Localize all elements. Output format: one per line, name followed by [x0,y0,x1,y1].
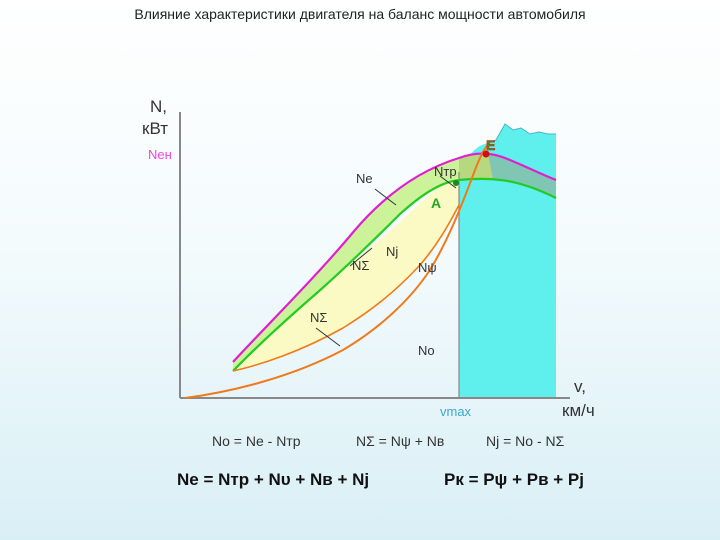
x-axis-label-v: v, [574,377,586,396]
curve-n-sigma [184,142,491,399]
label-n-o: No [418,343,435,358]
vmax-label: vmax [440,404,472,419]
y-axis-label-n: N, [150,97,167,116]
leader-n-tr [439,175,457,189]
curve-n-en [232,152,557,363]
x-axis-label-unit: км/ч [562,401,595,420]
label-n-e: Ne [356,171,373,186]
region-yellow [233,172,459,371]
curve-n-j-boundary [232,204,460,372]
label-n-j: Nj [386,244,398,259]
label-n-sigma-b: NΣ [310,310,327,325]
formula-n-j: Nj = No - NΣ [486,433,565,449]
page-title: Влияние характеристики двигателя на бала… [134,6,586,22]
label-n-sigma-a: NΣ [352,258,369,273]
leader-n-sigma-b [315,327,341,347]
formula-p-k: Pк = Pψ + Pв + Pj [444,470,584,489]
label-n-tr: Nтр [434,164,457,179]
cyan-top-edge [487,123,556,144]
formula-n-sigma: NΣ = Nψ + Nв [356,433,444,449]
y-axis-label-unit: кВт [142,119,168,138]
label-n-en: Nен [148,147,172,162]
curve-n-e [232,177,557,372]
region-cyan [459,124,556,398]
point-e-marker [482,150,490,158]
leader-n-sigma-a [349,247,373,267]
label-n-psi: Nψ [418,260,437,275]
label-point-e: Е [486,137,495,153]
formula-n-o: No = Nе - Nтр [212,433,301,449]
label-point-a: А [431,195,441,211]
point-a-marker [453,180,459,186]
formula-n-e: Nе = Nтр + Nυ + Nв + Nj [177,470,369,489]
leader-n-e [374,188,397,206]
